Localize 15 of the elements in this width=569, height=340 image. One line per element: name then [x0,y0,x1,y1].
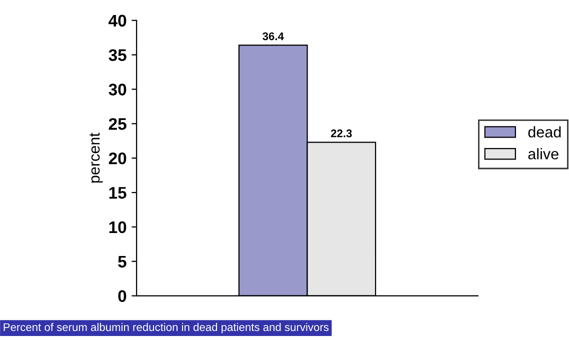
text: Percent of serum albumin reduction in dead patients and survivors [4,322,329,334]
y-tick-label: 0 [118,290,126,302]
y-tick-label: 5 [118,256,126,268]
y-tick-label: 35 [108,49,126,62]
y-tick-label: 25 [108,118,126,130]
y-tick-label: 40 [108,14,126,27]
y-axis-title: percent [90,132,103,183]
data-label: 36.4 [262,32,284,40]
data-label: 22.3 [330,129,352,138]
y-tick-label: 30 [108,84,126,96]
y-tick-label: 10 [109,221,126,234]
legend-label: dead [528,126,561,138]
y-tick-label: 15 [109,187,126,199]
legend-label: alive [528,148,558,160]
y-tick-label: 20 [108,152,126,164]
